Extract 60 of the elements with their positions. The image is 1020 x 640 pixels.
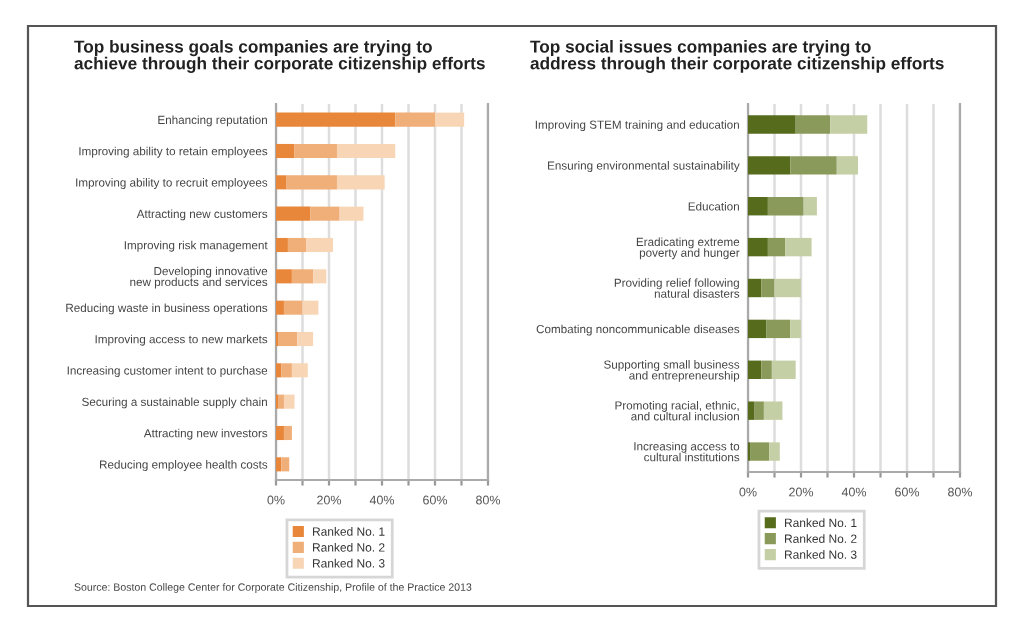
bar (294, 143, 337, 159)
bar (748, 197, 768, 216)
bar (748, 156, 791, 175)
chart-title: Top social issues companies are trying to address through their corporate citizenship efforts (530, 40, 944, 73)
bar (276, 269, 292, 284)
bar (276, 300, 284, 315)
bar (276, 175, 287, 190)
bar (748, 401, 755, 420)
bar (306, 237, 333, 253)
bar (767, 197, 804, 216)
bar (339, 206, 364, 221)
bar (336, 175, 385, 190)
bar (790, 156, 837, 175)
bar (748, 360, 762, 379)
bar (774, 278, 801, 298)
bar (313, 269, 327, 284)
bar (278, 331, 298, 347)
bar (276, 457, 282, 472)
bar (435, 112, 465, 127)
bar (750, 442, 770, 461)
bar (336, 143, 396, 159)
bar (748, 319, 767, 339)
bar (761, 360, 772, 379)
bar (276, 237, 288, 253)
bar (276, 112, 396, 127)
bar (795, 115, 831, 134)
bar (767, 237, 786, 257)
bar (748, 115, 796, 134)
chart-title: Top business goals companies are trying to achieve through their corporate citizenship efforts (74, 40, 485, 73)
bar (830, 115, 868, 134)
bar (748, 237, 768, 257)
bar (395, 112, 435, 127)
bar (276, 425, 284, 441)
bar (785, 237, 812, 257)
bar (291, 269, 314, 284)
bar (771, 360, 796, 379)
bar (836, 156, 858, 175)
bar (297, 331, 314, 347)
bar (310, 206, 340, 221)
bar (276, 363, 282, 378)
bar (286, 175, 337, 190)
bar (748, 278, 762, 298)
bar (291, 363, 308, 378)
bar (763, 401, 783, 420)
bar (769, 442, 780, 461)
bar (283, 394, 295, 409)
bar (276, 143, 295, 159)
bar (302, 300, 319, 315)
bar (276, 206, 311, 221)
bar (790, 319, 801, 339)
bar (803, 197, 817, 216)
bar (766, 319, 791, 339)
bar (283, 425, 292, 441)
bar (283, 300, 303, 315)
bar (761, 278, 775, 298)
bar (278, 394, 284, 409)
bar (287, 237, 307, 253)
bar (754, 401, 764, 420)
bar (281, 363, 292, 378)
bar (281, 457, 290, 472)
